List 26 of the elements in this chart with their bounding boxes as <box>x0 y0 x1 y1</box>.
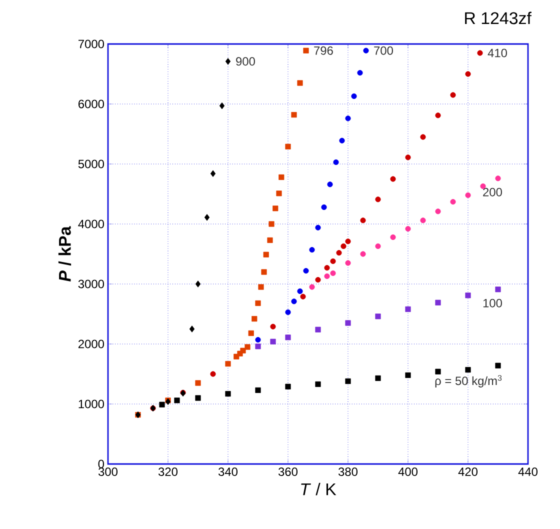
series-label: 200 <box>483 188 502 196</box>
series-label: 100 <box>483 298 502 308</box>
x-tick-label: 440 <box>518 468 538 476</box>
x-tick-label: 340 <box>218 468 238 476</box>
y-axis-title: P / kPa <box>58 226 72 282</box>
series-label: 900 <box>236 57 255 66</box>
x-axis-title: T / K <box>301 482 336 496</box>
y-tick-label: 5000 <box>78 160 104 168</box>
y-tick-label: 7000 <box>78 40 104 48</box>
y-tick-label: 3000 <box>78 280 104 288</box>
x-tick-label: 300 <box>98 468 118 476</box>
y-tick-label: 4000 <box>78 220 104 228</box>
series-label: ρ = 50 kg/m$^{3}$ <box>435 375 502 388</box>
y-tick-label: 1000 <box>78 400 104 408</box>
series-label: 796 <box>314 46 333 55</box>
x-tick-label: 400 <box>398 468 418 476</box>
y-tick-label: 0 <box>98 460 104 468</box>
x-tick-label: 380 <box>338 468 358 476</box>
series-label: 410 <box>488 48 507 58</box>
x-tick-label: 320 <box>158 468 178 476</box>
series-label: 700 <box>374 46 393 55</box>
x-tick-label: 360 <box>278 468 298 476</box>
y-tick-label: 2000 <box>78 340 104 348</box>
x-tick-label: 420 <box>458 468 478 476</box>
y-tick-label: 6000 <box>78 100 104 108</box>
chart-title: R 1243zf <box>465 12 532 24</box>
